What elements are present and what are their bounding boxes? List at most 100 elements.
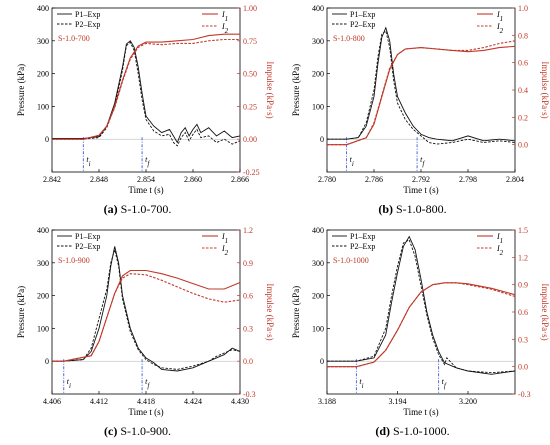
x-tick-label: 2.854	[137, 175, 155, 184]
y-axis-label: Pressure (kPa)	[16, 286, 26, 338]
marker-label: tf	[145, 155, 150, 168]
y-tick-label: 200	[37, 292, 49, 301]
x-tick-label: 2.804	[506, 175, 524, 184]
plot-frame	[51, 7, 241, 173]
chart-svg-b: 0 100 200 300 400 0.0 0.2 0.4 0.6 0.8 1.0 2.780 2.78…	[291, 4, 550, 195]
legend-label: P1–Exp	[75, 10, 100, 19]
chart-svg-a: 0 100 200 300 400 -0.25 0.00 0.25 0.50 0.75 1.00 2.…	[16, 4, 275, 195]
x-tick-label: 2.848	[90, 175, 108, 184]
x-tick-label: 3.200	[459, 397, 477, 406]
marker-label: ti	[350, 155, 354, 168]
y-tick-label: 200	[37, 70, 49, 79]
y2-tick-label: 0.8	[518, 31, 528, 40]
y2-tick-label: 0.0	[518, 141, 528, 150]
x-tick-label: 4.424	[184, 397, 202, 406]
x-tick-label: 2.786	[365, 175, 383, 184]
series-line-3	[327, 45, 516, 146]
y2-tick-label: 0.3	[518, 335, 528, 344]
y-tick-label: 400	[37, 4, 49, 13]
marker-label: tf	[145, 377, 150, 390]
y-axis-label: Pressure (kPa)	[16, 64, 26, 116]
y2-tick-label: 0.9	[243, 259, 253, 268]
caption-d: (d) S-1.0-1000.	[275, 424, 550, 439]
chart-annotation: S-1.0-800	[333, 34, 365, 43]
y2-tick-label: 0.00	[243, 135, 257, 144]
y2-axis-label: Impulse (kPa·s)	[265, 283, 275, 340]
series-line-3	[52, 33, 240, 140]
series-line-4	[327, 282, 516, 368]
y2-tick-label: 0.6	[518, 59, 528, 68]
y2-tick-label: -0.25	[243, 168, 260, 177]
legend-label: I1	[496, 10, 503, 23]
series-line-2	[327, 239, 516, 374]
legend-label: P1–Exp	[350, 232, 375, 241]
legend-label: P1–Exp	[75, 232, 100, 241]
legend-label: P2–Exp	[75, 20, 100, 29]
chart-annotation: S-1.0-700	[58, 34, 90, 43]
legend-label: P2–Exp	[75, 242, 100, 251]
caption-text: S-1.0-800.	[396, 202, 447, 216]
x-axis-label: Time t (s)	[128, 407, 163, 417]
x-tick-label: 2.792	[412, 175, 430, 184]
y-tick-label: 0	[320, 357, 324, 366]
marker-label: ti	[67, 377, 71, 390]
y-tick-label: 100	[37, 102, 49, 111]
y2-tick-label: 0.9	[518, 281, 528, 290]
legend-label: P2–Exp	[350, 242, 375, 251]
y-tick-label: 200	[312, 292, 324, 301]
legend-label: I1	[221, 232, 228, 245]
x-axis-label: Time t (s)	[403, 185, 438, 195]
x-tick-label: 3.194	[389, 397, 407, 406]
x-tick-label: 4.418	[137, 397, 155, 406]
y-tick-label: 100	[37, 324, 49, 333]
series-line-1	[52, 40, 241, 144]
y-tick-label: 300	[312, 259, 324, 268]
x-tick-label: 2.780	[318, 175, 336, 184]
y2-axis-label: Impulse (kPa·s)	[265, 61, 275, 118]
series-line-2	[52, 247, 241, 370]
y-tick-label: 300	[312, 37, 324, 46]
caption-id: (d)	[375, 424, 390, 438]
legend-label: I2	[221, 22, 229, 35]
marker-label: ti	[86, 155, 90, 168]
chart-svg-d: 0 100 200 300 400 -0.3 0.0 0.3 0.6 0.9 1.2 1.5 3.188…	[291, 226, 550, 417]
y2-tick-label: 0.6	[243, 292, 253, 301]
y2-tick-label: 0.50	[243, 70, 257, 79]
caption-b: (b) S-1.0-800.	[275, 202, 550, 217]
legend-label: I2	[496, 22, 504, 35]
chart-annotation: S-1.0-1000	[333, 256, 369, 265]
series-line-4	[52, 38, 240, 140]
y-tick-label: 100	[312, 324, 324, 333]
y2-tick-label: -0.3	[243, 390, 256, 399]
caption-id: (b)	[378, 202, 393, 216]
x-tick-label: 2.842	[43, 175, 61, 184]
y-tick-label: 200	[312, 70, 324, 79]
series-line-1	[327, 26, 516, 142]
series-line-4	[327, 40, 516, 146]
y-tick-label: 100	[312, 102, 324, 111]
y2-axis-label: Impulse (kPa·s)	[540, 283, 550, 340]
x-tick-label: 4.406	[43, 397, 61, 406]
chart-panel-c: 0 100 200 300 400 -0.3 0.0 0.3 0.6 0.9 1.2 4.406 4.4…	[0, 222, 275, 444]
chart-panel-d: 0 100 200 300 400 -0.3 0.0 0.3 0.6 0.9 1.2 1.5 3.188…	[275, 222, 550, 444]
caption-text: S-1.0-900.	[120, 424, 171, 438]
y-tick-label: 400	[312, 226, 324, 235]
x-tick-label: 4.430	[231, 397, 249, 406]
y-axis-label: Pressure (kPa)	[291, 64, 301, 116]
y2-tick-label: 0.0	[243, 357, 253, 366]
plot-frame	[326, 7, 516, 173]
chart-annotation: S-1.0-900	[58, 256, 90, 265]
y2-tick-label: 0.3	[243, 324, 253, 333]
y2-tick-label: 0.6	[518, 308, 528, 317]
y2-tick-label: 0.0	[518, 363, 528, 372]
y2-tick-label: 0.2	[518, 113, 528, 122]
y2-tick-label: 0.4	[518, 86, 528, 95]
y-tick-label: 400	[312, 4, 324, 13]
legend-label: I1	[496, 232, 503, 245]
x-axis-label: Time t (s)	[403, 407, 438, 417]
y2-tick-label: 1.0	[518, 4, 528, 13]
marker-label: ti	[359, 377, 363, 390]
y-tick-label: 0	[45, 357, 49, 366]
y2-tick-label: 0.25	[243, 102, 257, 111]
legend-label: P1–Exp	[350, 10, 375, 19]
